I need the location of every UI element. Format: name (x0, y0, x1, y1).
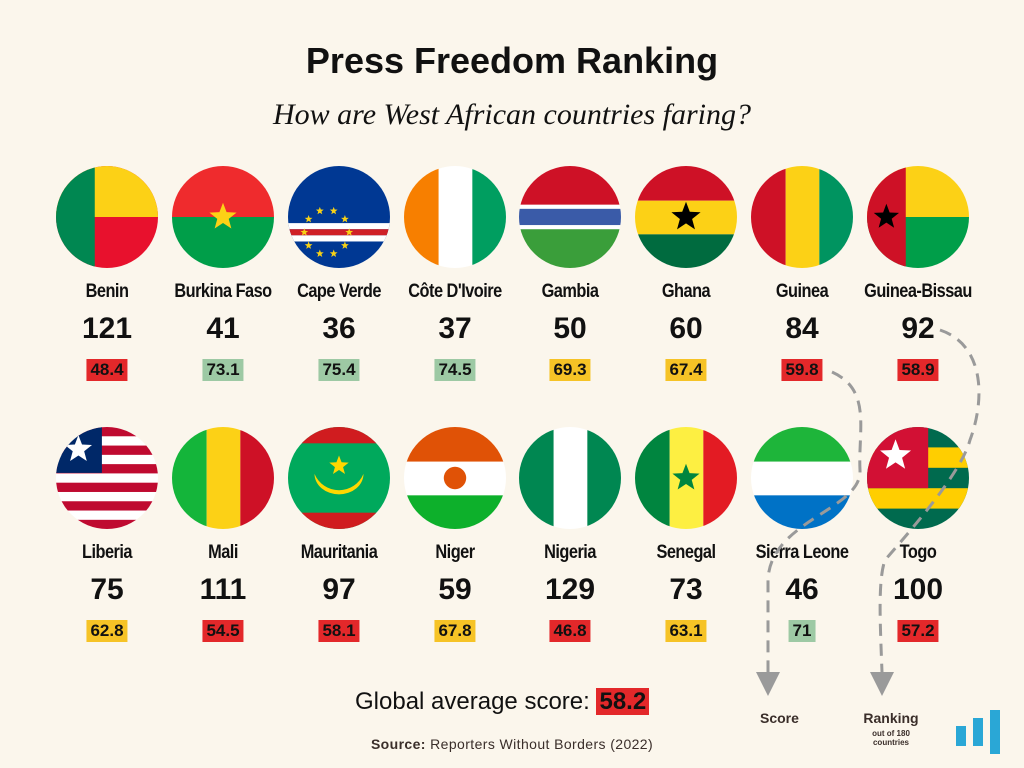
country-rank-senegal: 73 (669, 573, 703, 606)
country-name-togo: Togo (899, 542, 937, 563)
country-name-gambia: Gambia (541, 281, 599, 302)
source-label: Source: (370, 736, 426, 752)
country-score-cape-verde: 75.4 (318, 359, 360, 381)
score-arrow-line (766, 370, 863, 672)
niger-flag-icon (404, 427, 506, 529)
guinea-flag-icon (751, 166, 853, 268)
country-score-gambia: 69.3 (549, 359, 591, 381)
country-name-mauritania: Mauritania (300, 542, 378, 563)
country-name-guinea: Guinea (775, 281, 829, 302)
page-subtitle: How are West African countries faring? (272, 98, 752, 131)
ranking-arrow-head (870, 672, 894, 696)
country-rank-niger: 59 (438, 573, 472, 606)
country-rank-burkina-faso: 41 (206, 312, 240, 345)
mauritania-flag-icon (288, 427, 390, 529)
ranking-arrow-line (878, 328, 981, 673)
cape-verde-flag-icon (288, 166, 390, 268)
country-rank-mali: 111 (199, 573, 247, 606)
country-score-senegal: 63.1 (665, 620, 707, 642)
country-rank-cape-verde: 36 (322, 312, 356, 345)
country-score-burkina-faso: 73.1 (202, 359, 244, 381)
country-name-cape-verde: Cape Verde (297, 281, 381, 302)
page-title: Press Freedom Ranking (305, 40, 719, 81)
togo-flag-icon (867, 427, 969, 529)
country-rank-liberia: 75 (90, 573, 124, 606)
country-name-liberia: Liberia (82, 542, 132, 563)
guinea-bissau-flag-icon (867, 166, 969, 268)
global-average-label: Global average score: (355, 688, 590, 715)
country-rank-sierra-leone: 46 (785, 573, 819, 606)
gambia-flag-icon (519, 166, 621, 268)
country-rank-benin: 121 (81, 312, 133, 345)
country-name-senegal: Senegal (656, 542, 716, 563)
country-score-cote-divoire: 74.5 (434, 359, 476, 381)
country-name-ghana: Ghana (661, 281, 711, 302)
benin-flag-icon (56, 166, 158, 268)
legend-ranking-label: Ranking (863, 710, 919, 726)
country-name-guinea-bissau: Guinea-Bissau (864, 281, 972, 302)
country-rank-guinea-bissau: 92 (901, 312, 935, 345)
country-rank-guinea: 84 (785, 312, 819, 345)
country-score-benin: 48.4 (86, 359, 128, 381)
global-average-value: 58.2 (596, 688, 650, 715)
global-average: Global average score: 58.2 (355, 688, 650, 716)
country-score-guinea: 59.8 (781, 359, 823, 381)
senegal-flag-icon (635, 427, 737, 529)
country-name-mali: Mali (208, 542, 238, 563)
burkina-faso-flag-icon (172, 166, 274, 268)
brand-logo-icon (956, 710, 1000, 754)
country-score-mauritania: 58.1 (318, 620, 360, 642)
legend-ranking-sub: out of 180 countries (855, 729, 927, 747)
country-rank-gambia: 50 (553, 312, 587, 345)
country-name-cote-divoire: Côte D'Ivoire (408, 281, 502, 302)
country-score-nigeria: 46.8 (549, 620, 591, 642)
liberia-flag-icon (56, 427, 158, 529)
country-score-mali: 54.5 (202, 620, 244, 642)
country-score-ghana: 67.4 (665, 359, 707, 381)
source-text: Reporters Without Borders (2022) (430, 736, 654, 752)
country-score-liberia: 62.8 (86, 620, 128, 642)
country-name-burkina-faso: Burkina Faso (174, 281, 272, 302)
legend-ranking-sub-1: out of 180 (872, 729, 910, 738)
legend-ranking-sub-2: countries (872, 738, 909, 747)
country-rank-ghana: 60 (669, 312, 703, 345)
legend-score-label: Score (760, 710, 799, 726)
country-score-sierra-leone: 71 (788, 620, 816, 642)
source-line: Source: Reporters Without Borders (2022) (0, 736, 1024, 752)
country-score-niger: 67.8 (434, 620, 476, 642)
country-rank-togo: 100 (892, 573, 944, 606)
score-arrow-head (756, 672, 780, 696)
sierra-leone-flag-icon (751, 427, 853, 529)
cote-divoire-flag-icon (404, 166, 506, 268)
country-rank-mauritania: 97 (322, 573, 356, 606)
country-name-benin: Benin (85, 281, 129, 302)
country-rank-cote-divoire: 37 (438, 312, 472, 345)
country-name-nigeria: Nigeria (544, 542, 596, 563)
country-score-guinea-bissau: 58.9 (897, 359, 939, 381)
nigeria-flag-icon (519, 427, 621, 529)
country-score-togo: 57.2 (897, 620, 939, 642)
country-name-niger: Niger (435, 542, 475, 563)
ghana-flag-icon (635, 166, 737, 268)
country-rank-nigeria: 129 (544, 573, 596, 606)
mali-flag-icon (172, 427, 274, 529)
